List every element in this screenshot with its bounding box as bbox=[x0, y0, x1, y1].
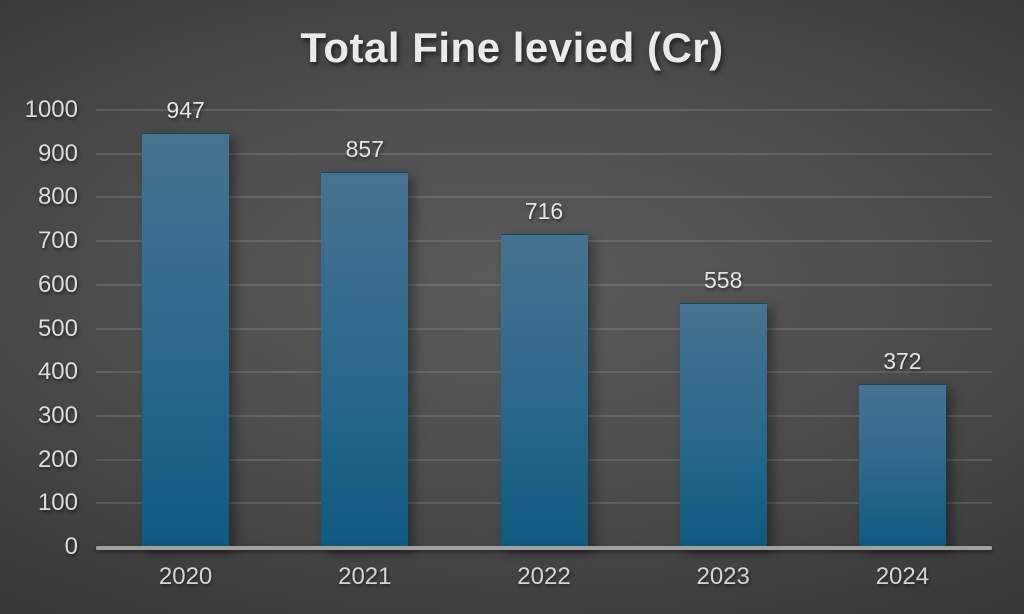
y-axis-tick-label: 200 bbox=[37, 445, 78, 473]
bar-value-label: 372 bbox=[883, 348, 922, 375]
x-axis-category-label: 2021 bbox=[338, 563, 392, 590]
y-axis-tick-label: 0 bbox=[64, 533, 78, 560]
y-axis-tick-label: 900 bbox=[37, 139, 78, 167]
y-axis-tick-label: 500 bbox=[37, 314, 78, 342]
y-axis-tick-label: 800 bbox=[37, 183, 78, 211]
y-axis-tick-label: 300 bbox=[37, 401, 78, 429]
bar-value-label: 716 bbox=[524, 198, 564, 225]
x-axis-category-label: 2022 bbox=[517, 563, 571, 590]
y-axis-tick-label: 400 bbox=[37, 358, 78, 386]
x-axis-category-label: 2020 bbox=[158, 563, 213, 590]
bar bbox=[500, 234, 588, 548]
x-axis-line bbox=[96, 546, 992, 550]
x-axis-category-label: 2024 bbox=[875, 563, 930, 590]
bar-value-label: 857 bbox=[345, 136, 384, 163]
bar-value-label: 558 bbox=[704, 267, 743, 294]
bar bbox=[858, 384, 946, 548]
gridline bbox=[96, 196, 992, 199]
y-axis-tick-label: 600 bbox=[37, 270, 78, 298]
chart-title: Total Fine levied (Cr) bbox=[300, 24, 724, 71]
x-axis-category-label: 2023 bbox=[696, 563, 750, 590]
gridline bbox=[96, 152, 992, 155]
y-axis-tick-label: 700 bbox=[37, 227, 78, 255]
bar bbox=[679, 303, 767, 548]
bar-value-label: 947 bbox=[166, 97, 205, 124]
bar bbox=[321, 172, 409, 548]
gridline bbox=[96, 109, 992, 111]
y-axis-tick-label: 100 bbox=[37, 489, 78, 517]
y-axis-tick-label: 1000 bbox=[24, 96, 78, 123]
bar bbox=[142, 133, 230, 548]
